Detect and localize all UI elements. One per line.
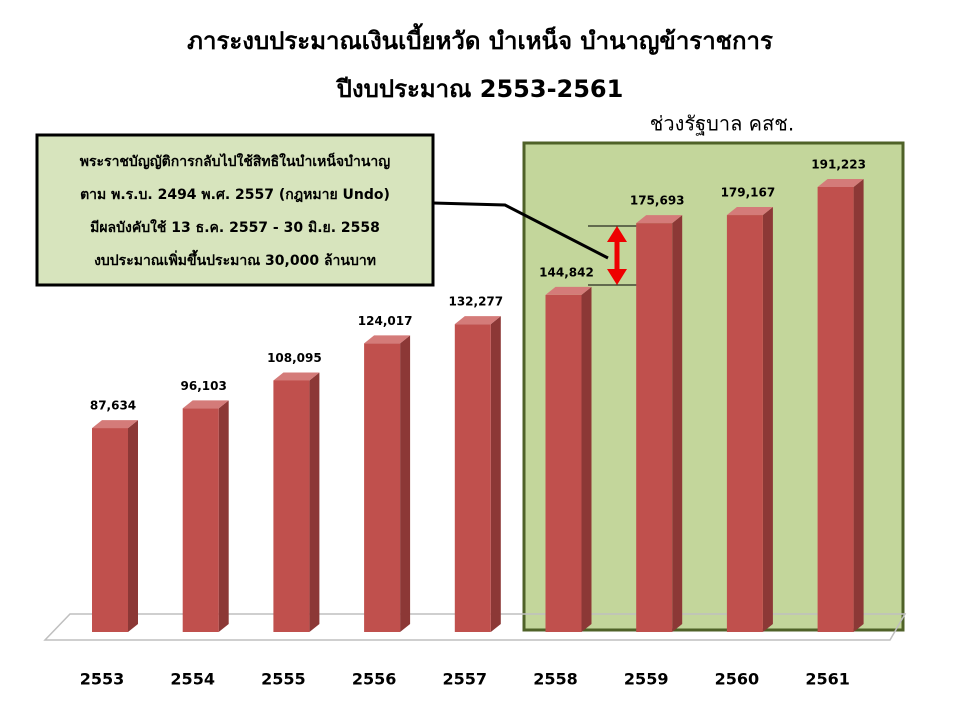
x-tick-label: 2560 — [715, 670, 760, 689]
bar-side — [490, 316, 501, 632]
bar-top — [545, 286, 592, 295]
bar — [92, 428, 128, 632]
bar-top — [273, 372, 320, 381]
callout-box — [35, 133, 435, 287]
bar — [364, 343, 401, 632]
bar-side — [672, 215, 683, 632]
callout-line: มีผลบังคับใช้ 13 ธ.ค. 2557 - 30 มิ.ย. 25… — [90, 218, 380, 236]
x-tick-label: 2556 — [352, 670, 397, 689]
value-label: 108,095 — [267, 351, 322, 365]
bar — [636, 223, 673, 632]
x-tick-label: 2557 — [443, 670, 488, 689]
bar — [182, 408, 219, 632]
bar — [545, 294, 582, 632]
bar-side — [762, 207, 773, 632]
chart-title: ภาระงบประมาณเงินเบี้ยหวัด บำเหน็จ บำนาญข… — [187, 22, 773, 55]
callout-line: งบประมาณเพิ่มขึ้นประมาณ 30,000 ล้านบาท — [94, 249, 376, 269]
value-label: 87,634 — [90, 399, 136, 413]
arrow-head — [607, 226, 627, 242]
bar — [273, 380, 310, 632]
value-label: 124,017 — [358, 314, 413, 328]
bar — [726, 215, 763, 632]
bar — [454, 324, 491, 632]
x-tick-label: 2554 — [170, 670, 215, 689]
value-label: 191,223 — [811, 158, 866, 172]
bar-top — [817, 179, 864, 187]
x-tick-label: 2561 — [805, 670, 850, 689]
x-tick-label: 2559 — [624, 670, 669, 689]
chart-subtitle: ปีงบประมาณ 2553-2561 — [336, 75, 624, 103]
floor — [43, 613, 907, 641]
bar-side — [581, 286, 592, 632]
period-label: ช่วงรัฐบาล คสช. — [650, 112, 794, 136]
bar-top — [454, 316, 501, 325]
callout-line: พระราชบัญญัติการกลับไปใช้สิทธิในบำเหน็จบ… — [80, 152, 390, 170]
value-label: 96,103 — [181, 379, 227, 393]
bar-top — [182, 400, 229, 409]
x-tick-label: 2553 — [80, 670, 125, 689]
bar-top — [92, 420, 138, 429]
value-label: 144,842 — [539, 265, 594, 279]
bar-top — [726, 207, 773, 216]
bar-top — [364, 335, 411, 344]
bar-side — [853, 179, 864, 632]
bar-side — [128, 420, 138, 632]
bar-side — [309, 372, 320, 632]
callout-connector — [432, 201, 609, 260]
value-label: 175,693 — [630, 194, 685, 208]
arrow-head — [607, 269, 627, 285]
value-label: 132,277 — [448, 295, 503, 309]
bar-top — [636, 215, 683, 224]
x-tick-label: 2555 — [261, 670, 306, 689]
bar-side — [400, 335, 411, 632]
value-label: 179,167 — [721, 186, 776, 200]
bar-side — [218, 400, 229, 632]
bar — [817, 187, 854, 632]
callout-line: ตาม พ.ร.บ. 2494 พ.ศ. 2557 (กฎหมาย Undo) — [80, 187, 390, 203]
x-tick-label: 2558 — [533, 670, 578, 689]
